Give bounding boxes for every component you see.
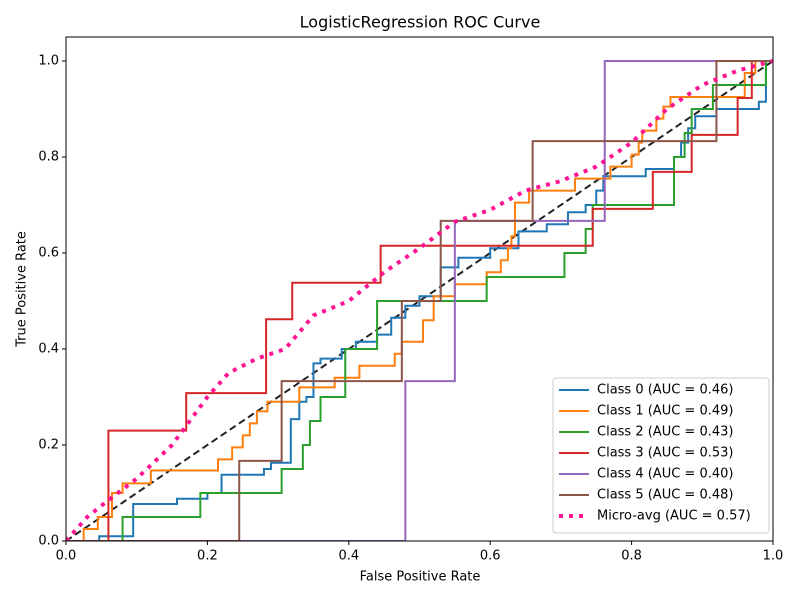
y-tick-label: 0.0 (38, 534, 59, 549)
legend-label: Class 1 (AUC = 0.49) (597, 404, 733, 419)
legend-label: Micro-avg (AUC = 0.57) (597, 509, 751, 524)
x-tick-label: 0.4 (338, 549, 359, 564)
legend-label: Class 2 (AUC = 0.43) (597, 425, 733, 440)
y-tick-label: 1.0 (38, 54, 59, 69)
y-tick-label: 0.8 (38, 150, 59, 165)
x-tick-label: 0.8 (621, 549, 642, 564)
micro-avg-line (66, 59, 773, 541)
roc-line (66, 60, 773, 541)
y-tick-label: 0.2 (38, 438, 59, 453)
y-tick-label: 0.6 (38, 246, 59, 261)
y-tick-label: 0.4 (38, 342, 59, 357)
roc-line (66, 60, 773, 541)
x-axis-label: False Positive Rate (360, 570, 481, 585)
legend: Class 0 (AUC = 0.46) Class 1 (AUC = 0.49)… (552, 377, 770, 534)
chart-title: LogisticRegression ROC Curve (300, 13, 541, 32)
legend-box (552, 377, 770, 534)
legend-label: Class 3 (AUC = 0.53) (597, 446, 733, 461)
legend-label: Class 5 (AUC = 0.48) (597, 488, 733, 503)
y-axis-label: True Positive Rate (15, 231, 30, 348)
x-tick-label: 0.6 (480, 549, 501, 564)
plot-area (66, 59, 773, 541)
legend-label: Class 4 (AUC = 0.40) (597, 467, 733, 482)
x-tick-label: 0.0 (56, 549, 77, 564)
x-tick-label: 1.0 (763, 549, 784, 564)
roc-line (66, 60, 773, 541)
plot-frame (65, 36, 774, 542)
x-tick-label: 0.2 (197, 549, 218, 564)
roc-line (66, 60, 773, 541)
legend-label: Class 0 (AUC = 0.46) (597, 383, 733, 398)
